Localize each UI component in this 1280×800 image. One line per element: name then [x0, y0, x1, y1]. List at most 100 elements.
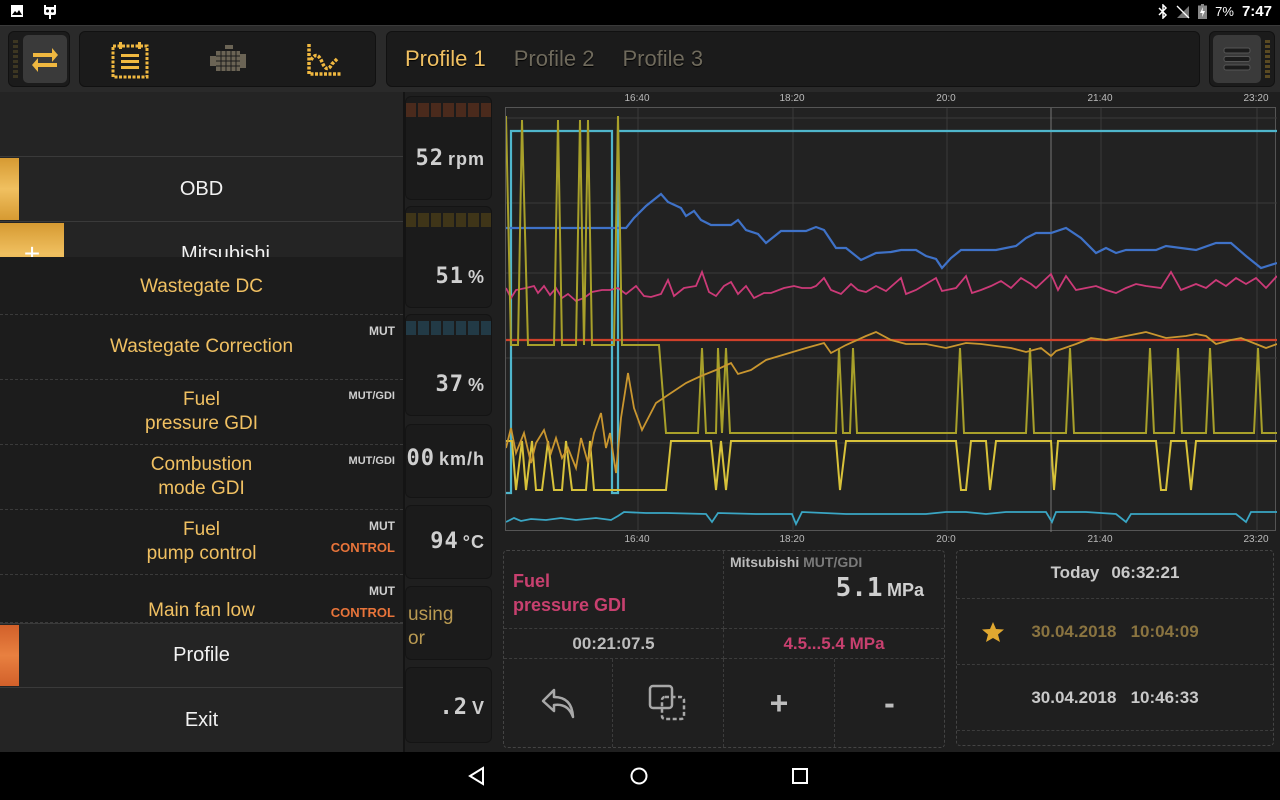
end-date: 30.04.2018 10:46:33 [1031, 687, 1199, 707]
accent-bar [0, 625, 19, 686]
menu-button[interactable] [1213, 35, 1261, 83]
gauge-unit: km/h [438, 449, 485, 469]
battery-charging-icon [1198, 4, 1208, 19]
navigation-drawer: OBD + Mitsubishi Wastegate DC Wastegate … [0, 92, 405, 752]
duplicate-button[interactable] [613, 659, 724, 747]
sub-item-fuel-pressure-gdi[interactable]: Fuel pressure GDI MUT/GDI [0, 380, 403, 445]
tab-profile-2[interactable]: Profile 2 [513, 46, 595, 71]
source-label: Mitsubishi [730, 554, 800, 570]
battery-percent: 7% [1215, 4, 1234, 19]
gauge-text[interactable]: using or [405, 586, 492, 660]
gauge-value: .2 [439, 695, 468, 720]
time-label-bottom: 16:40 [624, 534, 650, 545]
drawer-item-label: Profile [173, 644, 230, 666]
plus-button[interactable]: + [724, 659, 835, 747]
gauge-text-value: using or [408, 604, 454, 649]
drawer-item-label: OBD [179, 177, 224, 200]
swap-button-container [8, 31, 70, 87]
drawer-item-exit[interactable]: Exit [0, 688, 403, 752]
gauge-column: 52 rpm 51% 37% 00 km/h 94 °C using or .2 V [405, 92, 500, 752]
gauge-value: 52 [415, 146, 444, 171]
gauge-percent-2[interactable]: 37% [405, 314, 492, 416]
sub-item-combustion-mode-gdi[interactable]: Combustion mode GDI MUT/GDI [0, 445, 403, 510]
sub-item-fuel-pump-control[interactable]: Fuel pump control MUT CONTROL [0, 510, 403, 575]
android-debug-icon [44, 5, 56, 19]
swap-icon [32, 48, 58, 72]
tab-profile-1[interactable]: Profile 1 [405, 46, 486, 71]
gauge-rpm[interactable]: 52 rpm [405, 96, 492, 200]
sub-item-label: Fuel pump control [146, 519, 257, 564]
time-label-bottom: 18:20 [779, 534, 805, 545]
gauge-bar [406, 103, 491, 117]
gauge-value: 37 [435, 372, 464, 397]
reply-button[interactable] [504, 659, 613, 747]
gauge-bar [406, 213, 491, 227]
back-icon[interactable] [467, 766, 487, 786]
today-time: 06:32:21 [1111, 563, 1180, 582]
calendar-button[interactable] [98, 36, 162, 84]
time-label-top: 16:40 [624, 93, 650, 104]
chart-icon [307, 44, 341, 76]
clock: 7:47 [1241, 3, 1272, 20]
sub-item-main-fan-low[interactable]: Main fan low MUT CONTROL [0, 575, 403, 623]
sub-item-label: Combustion mode GDI [150, 454, 253, 499]
swap-button[interactable] [23, 35, 67, 83]
gauge-bar [406, 321, 491, 335]
sub-item-wastegate-correction[interactable]: Wastegate Correction MUT [0, 315, 403, 380]
sensor-name-cell: Fuel pressure GDI [504, 551, 724, 629]
sub-item-label: Wastegate DC [140, 276, 263, 297]
accent-bar [0, 158, 19, 220]
gauge-unit: rpm [447, 149, 485, 169]
sensor-value: 5.1 [835, 573, 883, 603]
chart[interactable]: 16:40 18:20 20:0 21:40 23:20 [503, 92, 1280, 547]
gauge-percent-1[interactable]: 51% [405, 206, 492, 308]
control-badge: CONTROL [330, 605, 395, 620]
gauge-unit: % [467, 267, 485, 287]
start-date: 30.04.2018 10:04:09 [1031, 621, 1199, 641]
drawer-item-profile[interactable]: Profile [0, 623, 403, 688]
time-label-top: 21:40 [1087, 93, 1113, 104]
time-label-bottom: 21:40 [1087, 534, 1113, 545]
profile-tabs: Profile 1 Profile 2 Profile 3 [386, 31, 1200, 87]
today-row: Today 06:32:21 [957, 551, 1273, 599]
gauge-temperature[interactable]: 94 °C [405, 505, 492, 579]
chart-view-button[interactable] [292, 36, 356, 84]
sensor-unit: MPa [886, 580, 924, 600]
time-label-top: 20:0 [936, 93, 956, 104]
recents-icon[interactable] [791, 767, 809, 785]
mitsubishi-overlay [0, 222, 403, 286]
status-bar: 7% 7:47 [0, 0, 1280, 25]
tab-profile-3[interactable]: Profile 3 [622, 46, 704, 71]
time-label-top: 18:20 [779, 93, 805, 104]
gauge-speed[interactable]: 00 km/h [405, 424, 492, 498]
reply-icon [541, 688, 575, 719]
value-range: 4.5...5.4 MPa [724, 629, 944, 659]
engine-button[interactable] [196, 36, 260, 84]
protocol-tag: MUT [369, 584, 395, 598]
drawer-header [0, 92, 403, 157]
star-icon [982, 622, 1004, 642]
sub-item-wastegate-dc[interactable]: Wastegate DC [0, 257, 403, 315]
start-date-row[interactable]: 30.04.2018 10:04:09 [957, 599, 1273, 665]
sensor-value-cell: Mitsubishi MUT/GDI 5.1 MPa [724, 551, 944, 629]
time-label-top: 23:20 [1243, 93, 1269, 104]
end-date-row[interactable]: 30.04.2018 10:46:33 [957, 665, 1273, 731]
plot-area[interactable] [505, 107, 1278, 532]
gauge-value: 51 [435, 264, 464, 289]
gauge-unit: °C [462, 532, 485, 552]
gauge-unit: V [471, 698, 485, 718]
calendar-icon [111, 42, 149, 79]
protocol-tag: MUT [369, 519, 395, 533]
gauge-voltage[interactable]: .2 V [405, 667, 492, 743]
drawer-item-obd[interactable]: OBD [0, 157, 403, 222]
no-signal-icon [1176, 5, 1190, 18]
sub-item-label: Fuel pressure GDI [145, 389, 258, 434]
time-label-bottom: 23:20 [1243, 534, 1269, 545]
home-icon[interactable] [629, 766, 649, 786]
toolbar: Profile 1 Profile 2 Profile 3 [0, 25, 1280, 92]
system-nav-bar [0, 752, 1280, 800]
dates-panel: Today 06:32:21 30.04.2018 10:04:09 30.04… [956, 550, 1274, 746]
minus-button[interactable]: - [835, 659, 944, 747]
protocol-tag: MUT/GDI [348, 390, 395, 402]
protocol-tag: MUT/GDI [348, 455, 395, 467]
